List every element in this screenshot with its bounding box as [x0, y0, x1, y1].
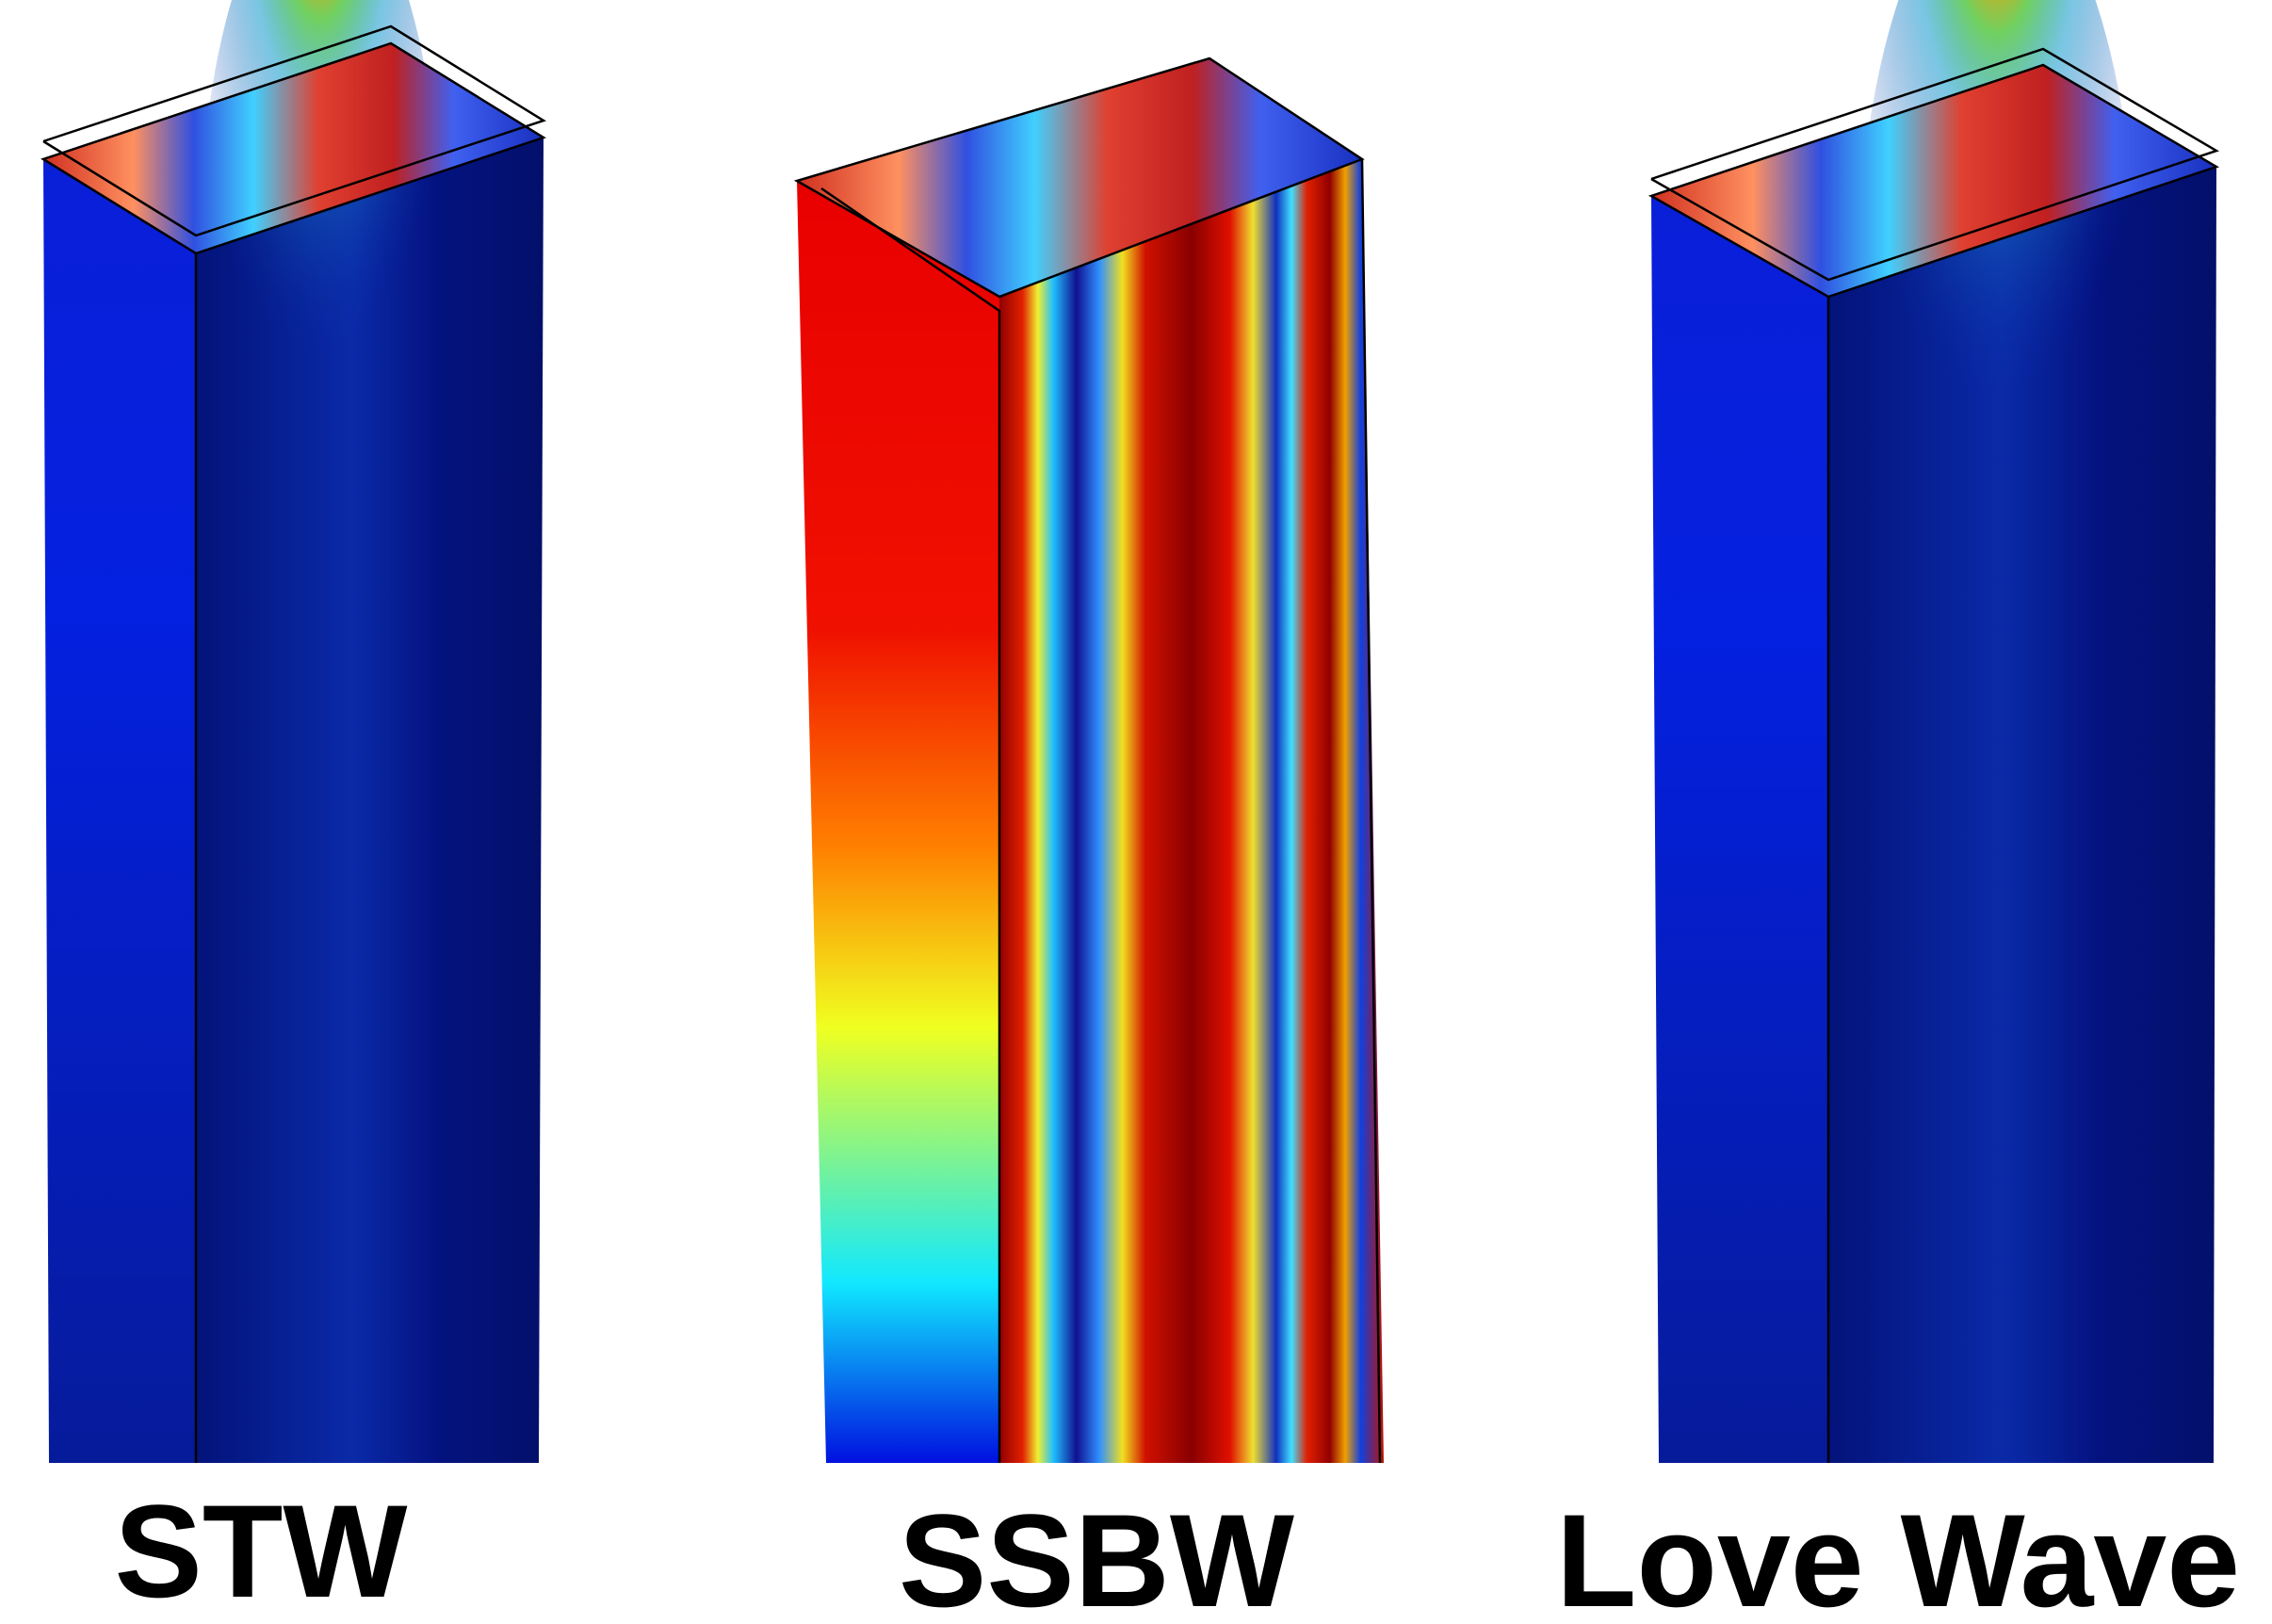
panel-label: SSBW [899, 1486, 1294, 1624]
ssbw-model [793, 57, 1384, 1464]
panel-label: Love Wave [1556, 1486, 2240, 1624]
stw-model [41, 0, 546, 1463]
love-wave-model [1647, 0, 2220, 1463]
panel-label: STW [114, 1477, 407, 1624]
